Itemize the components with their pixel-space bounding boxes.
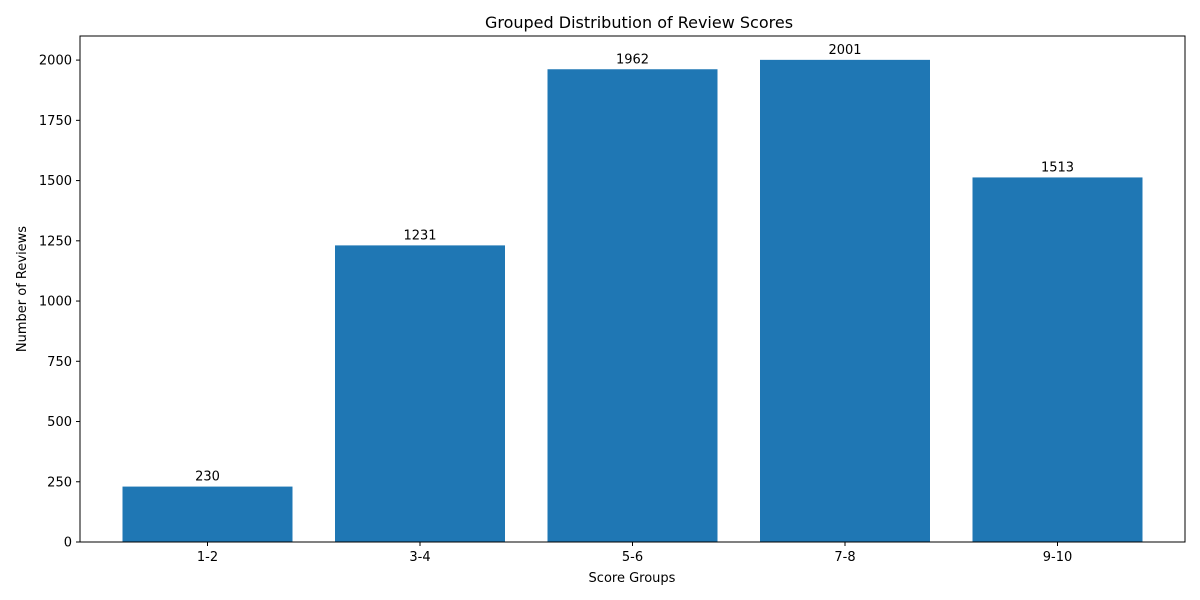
x-tick-label: 5-6 <box>622 550 643 565</box>
bar-3-4 <box>335 245 505 542</box>
x-tick-label: 1-2 <box>197 550 218 565</box>
y-tick-label: 750 <box>47 355 72 370</box>
bar-1-2 <box>122 486 293 542</box>
bar-value-label: 230 <box>195 470 220 485</box>
bar-value-label: 2001 <box>828 43 861 58</box>
bar-value-label: 1513 <box>1041 160 1074 175</box>
y-tick-label: 0 <box>64 536 72 551</box>
x-tick-label: 3-4 <box>409 550 430 565</box>
chart-title: Grouped Distribution of Review Scores <box>485 13 793 32</box>
y-tick-label: 1750 <box>39 114 72 129</box>
x-tick-label: 7-8 <box>834 550 855 565</box>
y-axis-label: Number of Reviews <box>15 226 30 352</box>
plot-area: 230 1231 1962 2001 1513 0 250 500 750 1000 1250 150… <box>39 35 1186 565</box>
y-tick-label: 1500 <box>39 174 72 189</box>
bar-value-label: 1231 <box>403 228 436 243</box>
y-tick-label: 2000 <box>39 54 72 69</box>
bar-value-label: 1962 <box>616 52 649 67</box>
y-tick-label: 500 <box>47 415 72 430</box>
y-tick-label: 1000 <box>39 295 72 310</box>
x-tick-label: 9-10 <box>1043 550 1073 565</box>
x-axis-label: Score Groups <box>589 571 676 586</box>
bar-5-6 <box>547 69 718 542</box>
y-tick-label: 250 <box>47 475 72 490</box>
bar-9-10 <box>972 177 1143 543</box>
bar-7-8 <box>760 59 930 543</box>
y-tick-label: 1250 <box>39 234 72 249</box>
